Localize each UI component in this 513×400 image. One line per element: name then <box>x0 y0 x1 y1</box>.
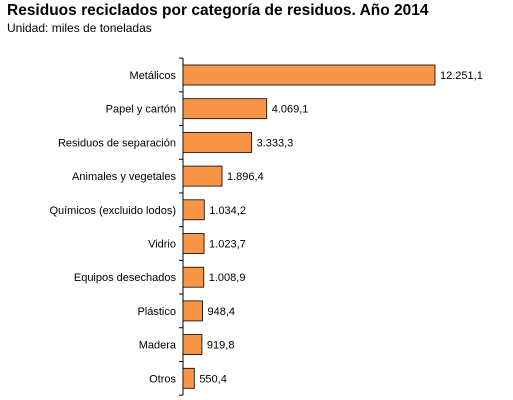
category-label: Metálicos <box>130 70 177 82</box>
category-label: Animales y vegetales <box>72 171 176 183</box>
category-label: Químicos (excluido lodos) <box>49 205 176 217</box>
bar-10 <box>182 367 195 389</box>
value-label: 12.251,1 <box>440 70 483 82</box>
labels-layer: Metálicos 12.251,1 Papel y cartón 4.069,1 Re… <box>49 70 482 385</box>
value-label: 1.034,2 <box>209 205 246 217</box>
category-label: Equipos desechados <box>74 272 177 284</box>
chart-subtitle: Unidad: miles de toneladas <box>7 21 152 35</box>
bars-layer <box>182 64 436 389</box>
bar-8 <box>182 300 203 322</box>
value-label: 1.896,4 <box>227 171 264 183</box>
bar-7 <box>182 266 205 288</box>
category-label: Plástico <box>137 306 176 318</box>
value-label: 4.069,1 <box>272 104 309 116</box>
category-label: Otros <box>149 373 176 385</box>
value-label: 1.008,9 <box>209 272 246 284</box>
category-label: Residuos de separación <box>58 137 176 149</box>
bar-2 <box>182 98 268 120</box>
bar-1 <box>182 64 436 86</box>
value-label: 3.333,3 <box>257 137 294 149</box>
bar-4 <box>182 165 223 187</box>
chart-title: Residuos reciclados por categoría de res… <box>7 2 429 19</box>
value-label: 919,8 <box>207 340 235 352</box>
value-label: 1.023,7 <box>209 239 246 251</box>
value-label: 550,4 <box>199 373 227 385</box>
category-label: Vidrio <box>148 239 176 251</box>
value-label: 948,4 <box>208 306 236 318</box>
bar-6 <box>182 233 205 254</box>
category-label: Papel y cartón <box>106 104 176 116</box>
category-label: Madera <box>139 340 177 352</box>
bar-9 <box>182 334 203 356</box>
axis-layer <box>179 57 184 396</box>
bar-5 <box>182 199 205 221</box>
bar-3 <box>182 131 252 153</box>
